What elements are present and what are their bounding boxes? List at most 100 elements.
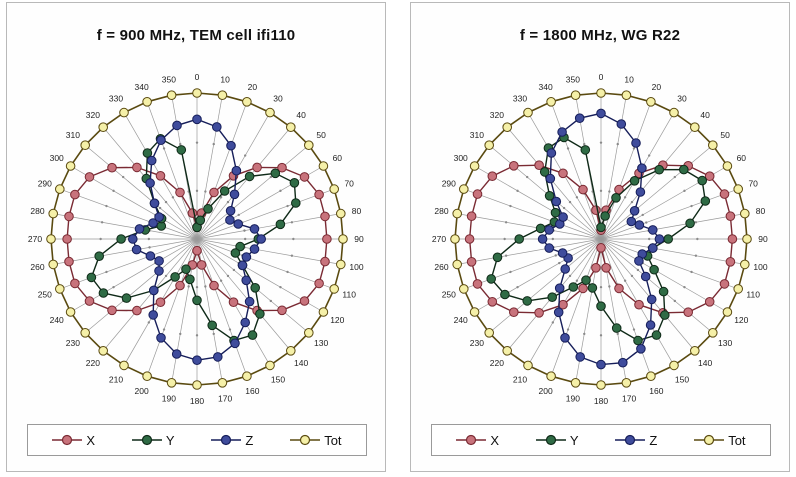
angle-tick-label: 30 (273, 94, 283, 104)
data-point (646, 371, 656, 382)
data-point (64, 211, 74, 222)
radial-gridline (463, 188, 602, 240)
data-point (119, 107, 129, 118)
data-point (740, 259, 750, 270)
data-point (464, 234, 475, 244)
angle-tick-label: 170 (218, 394, 232, 404)
gridline-tick (226, 274, 230, 278)
gridline-tick (566, 147, 570, 150)
legend: X Y Z Tot (27, 424, 367, 456)
data-point (318, 161, 329, 171)
gridline-tick (279, 189, 282, 193)
data-point (203, 204, 213, 214)
data-point (502, 122, 512, 132)
gridline-tick (147, 237, 151, 241)
data-point (142, 97, 152, 107)
data-point (145, 178, 155, 188)
data-point (553, 307, 564, 318)
gridline-tick (551, 321, 555, 324)
gridline-tick (100, 221, 104, 224)
data-point (554, 283, 565, 294)
data-point (172, 120, 182, 131)
gridline-tick (243, 229, 246, 232)
data-point (649, 264, 659, 275)
angle-tick-label: 190 (162, 394, 176, 404)
data-point (472, 279, 483, 289)
data-point (596, 301, 606, 312)
gridline-tick (632, 328, 636, 331)
legend-label: Tot (728, 432, 746, 448)
angle-tick-label: 160 (245, 386, 259, 396)
gridline-tick (162, 147, 166, 150)
radial-gridline (84, 238, 198, 334)
data-point (119, 360, 129, 371)
angle-tick-label: 310 (66, 130, 80, 140)
data-point (560, 333, 570, 343)
data-point (320, 256, 330, 267)
legend-marker-tot (694, 434, 725, 446)
series-x (464, 160, 738, 318)
legend-marker-y (131, 434, 162, 446)
gridline-tick (645, 221, 648, 224)
data-point (637, 163, 647, 173)
data-point (149, 198, 160, 209)
gridline-tick (504, 221, 508, 224)
data-point (614, 184, 624, 195)
data-point (65, 161, 76, 171)
gridline-tick (683, 285, 686, 289)
data-point (646, 294, 657, 305)
legend-marker-z (615, 434, 646, 446)
angle-tick-label: 90 (354, 234, 364, 244)
data-point (219, 186, 230, 196)
radial-gridline (196, 101, 248, 240)
data-point (131, 244, 142, 255)
angle-tick-label: 150 (675, 374, 689, 384)
data-point (98, 288, 109, 298)
gridline-tick (195, 141, 199, 144)
gridline-tick (195, 334, 199, 337)
data-point (704, 171, 715, 181)
gridline-tick (509, 204, 512, 208)
polar-grid (455, 93, 747, 385)
polar-plot: 0 10 20 30 40 50 60 70 80 90 100 110 120 130 140 150 160… (432, 72, 768, 406)
data-point (574, 113, 585, 123)
data-point (46, 234, 56, 244)
data-point (690, 346, 700, 356)
data-point (551, 196, 562, 207)
data-point (580, 145, 591, 155)
data-point (725, 256, 736, 267)
data-point (314, 278, 324, 289)
series-tot (46, 88, 348, 390)
data-point (575, 352, 585, 362)
angle-tick-label: 120 (330, 315, 344, 325)
data-point (740, 208, 750, 219)
data-point (486, 274, 496, 284)
data-point (277, 305, 287, 316)
data-point (685, 218, 695, 229)
data-point (244, 171, 255, 182)
data-point (146, 155, 157, 166)
data-point (646, 97, 656, 107)
angle-tick-label: 140 (698, 358, 712, 368)
gridline-tick (696, 237, 699, 241)
data-point (591, 263, 601, 273)
gridline-tick (562, 206, 566, 210)
radial-gridline (196, 238, 248, 377)
data-point (299, 172, 310, 182)
data-point (134, 224, 145, 234)
data-point (558, 212, 568, 222)
gridline-tick (243, 154, 247, 157)
angle-tick-label: 280 (30, 206, 44, 216)
angle-tick-label: 300 (454, 153, 468, 163)
radial-gridline (196, 188, 335, 240)
angle-tick-label: 110 (746, 289, 760, 299)
gridline-tick (292, 237, 295, 241)
gridline-tick (623, 196, 627, 199)
data-point (142, 371, 152, 382)
polar-grid (51, 93, 343, 385)
gridline-tick (568, 274, 572, 278)
data-point (270, 168, 281, 179)
radial-gridline (600, 238, 745, 265)
gridline-tick (164, 274, 168, 278)
data-point (452, 208, 463, 219)
